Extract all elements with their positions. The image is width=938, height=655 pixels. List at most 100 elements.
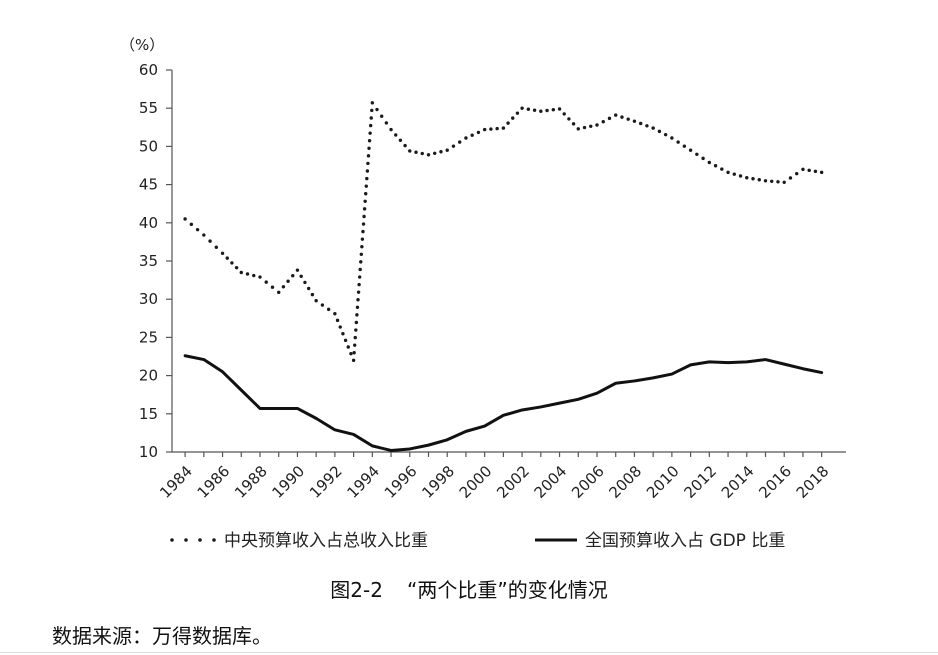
x-tick-label: 1986 [194,462,234,502]
data-point-central-share [582,125,587,130]
x-tick-label: 1998 [418,462,458,502]
data-point-central-share [695,152,699,156]
data-point-central-share [349,351,353,356]
data-point-central-share [355,313,359,317]
figure-number: 图2-2 [330,578,383,602]
data-point-central-share [651,126,655,130]
data-point-central-share [365,176,369,181]
legend-label-central-share: 中央预算收入占总收入比重 [224,531,428,551]
y-tick-label: 20 [139,367,158,385]
data-point-central-share [451,144,456,148]
data-point-central-share [532,108,537,112]
data-point-central-share [370,108,374,113]
y-tick-label: 55 [139,99,158,117]
x-tick-label: 1996 [381,462,421,502]
y-tick-label: 10 [139,443,158,461]
data-point-central-share [353,335,357,340]
x-tick-label: 1988 [231,462,271,502]
data-point-central-share [620,115,624,119]
data-point-central-share [645,124,649,128]
data-point-central-share [738,174,743,178]
data-point-central-share [551,108,556,112]
data-point-central-share [433,151,437,155]
data-point-central-share [595,123,599,127]
x-tick-label: 2004 [531,462,571,502]
data-point-central-share [368,131,372,135]
data-point-central-share [369,116,373,120]
data-point-central-share [638,121,643,126]
data-point-central-share [732,172,736,176]
data-point-central-share [398,138,403,142]
data-point-central-share [303,280,307,285]
x-tick-label: 1992 [306,462,346,502]
data-point-central-share [346,345,350,349]
data-point-central-share [515,111,520,115]
data-point-central-share [745,176,749,180]
data-point-central-share [520,106,524,110]
data-point-central-share [368,123,373,128]
data-point-central-share [394,133,398,137]
data-point-central-share [366,161,370,166]
data-point-central-share [326,307,331,312]
x-tick-label: 2010 [643,462,683,502]
data-point-central-share [314,299,318,303]
data-point-central-share [526,107,531,111]
data-point-central-share [757,178,761,182]
data-point-central-share [370,101,375,105]
data-point-central-share [354,320,359,325]
x-tick-label: 1990 [269,462,309,502]
data-point-central-share [277,290,281,295]
data-point-central-share [364,192,368,196]
data-point-central-share [670,136,674,140]
data-point-central-share [320,303,325,307]
legend-dot [212,538,216,542]
data-point-central-share [751,177,755,181]
data-point-central-share [357,275,362,279]
data-point-central-share [375,107,379,112]
data-point-central-share [351,358,356,363]
data-point-central-share [360,237,365,241]
data-point-central-share [801,167,805,172]
data-point-central-share [506,121,510,125]
data-point-central-share [567,117,571,121]
x-tick-label: 2018 [793,462,833,502]
data-point-central-share [607,116,612,121]
data-point-central-share [358,267,362,272]
data-point-central-share [482,127,487,132]
data-point-central-share [352,351,356,355]
data-point-central-share [614,113,618,117]
data-point-central-share [720,167,724,171]
data-point-central-share [770,179,774,183]
data-point-central-share [361,222,366,226]
legend: 中央预算收入占总收入比重 全国预算收入占 GDP 比重 [170,531,785,551]
data-point-central-share [234,265,239,270]
data-point-central-share [776,180,780,184]
x-tick-label: 2016 [755,462,795,502]
data-point-central-share [657,129,662,134]
data-point-central-share [362,214,366,219]
data-point-central-share [189,222,194,227]
y-tick-label: 25 [139,328,158,346]
data-point-central-share [813,169,818,174]
y-tick-label: 30 [139,290,158,308]
data-point-central-share [333,312,337,316]
data-point-central-share [341,331,345,336]
data-point-central-share [195,227,200,232]
data-point-central-share [763,179,768,183]
data-point-central-share [782,180,786,185]
data-point-central-share [356,298,360,302]
figure-caption: 图2-2 “两个比重”的变化情况 [0,574,938,603]
data-point-central-share [389,127,393,132]
data-point-central-share [364,184,368,188]
data-point-central-share [682,144,687,148]
plot-area [183,101,824,452]
axes: 1015202530354045505560198419861988199019… [139,61,846,502]
data-point-central-share [202,233,206,237]
x-tick-label: 2014 [718,462,758,502]
data-point-central-share [361,229,365,234]
data-point-central-share [252,273,256,278]
data-point-central-share [403,143,407,148]
data-point-central-share [239,270,243,275]
x-tick-label: 2012 [680,462,720,502]
x-tick-label: 1984 [156,462,196,502]
